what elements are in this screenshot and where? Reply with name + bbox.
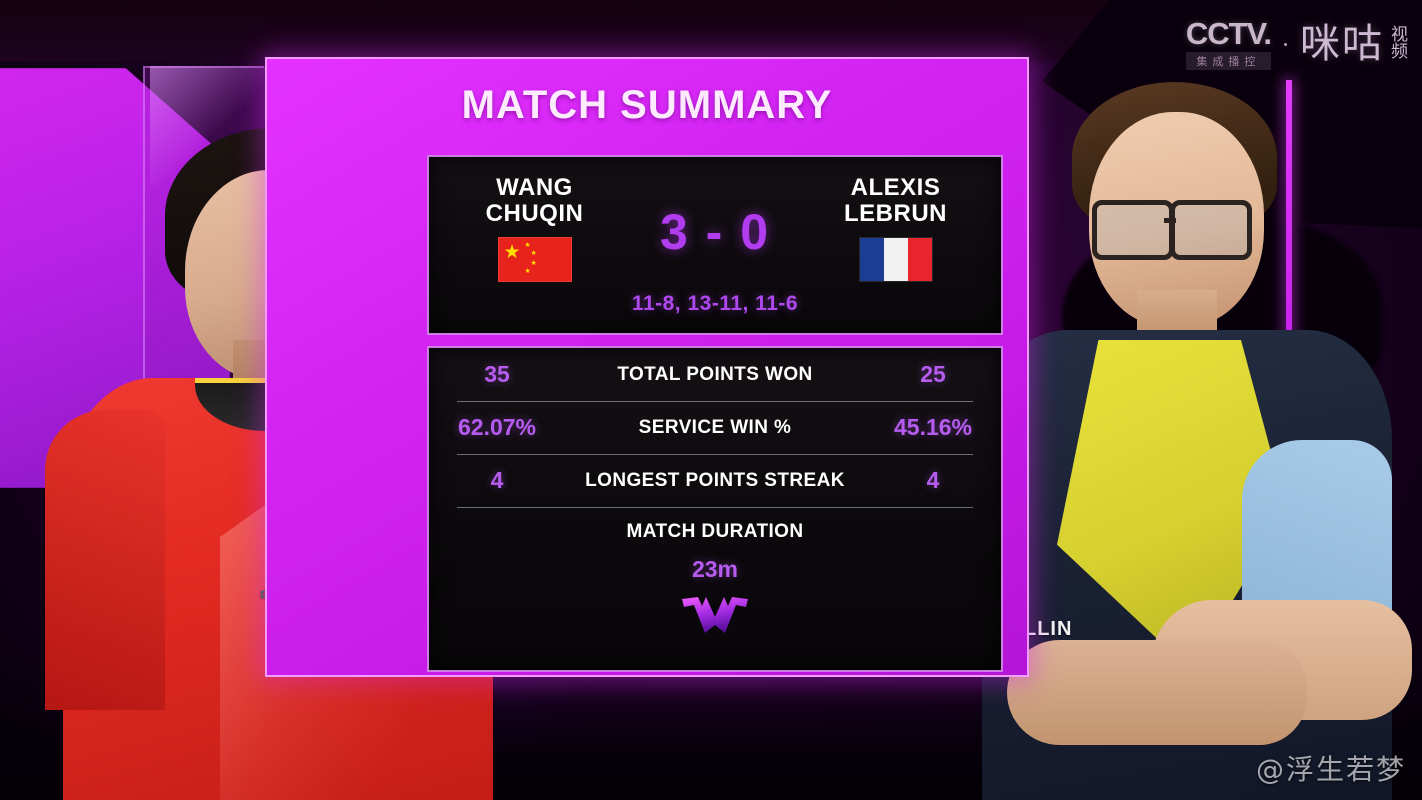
player-right-image: N NICOLLIN <box>952 40 1412 800</box>
stats-table: 35 TOTAL POINTS WON 25 62.07% SERVICE WI… <box>427 346 1003 672</box>
user-watermark: @浮生若梦 <box>1255 753 1406 786</box>
cctv-subtitle: 集成播控 <box>1185 52 1271 70</box>
migu-wordmark: 咪咕 <box>1300 21 1384 67</box>
player-left-shoulder <box>45 410 165 710</box>
table-row: 62.07% SERVICE WIN % 45.16% <box>429 401 1001 454</box>
stat-label: LONGEST POINTS STREAK <box>585 469 845 491</box>
player-left-block: WANG CHUQIN ★ ★ ★ ★ ★ <box>429 157 640 282</box>
table-row: 35 TOTAL POINTS WON 25 <box>429 348 1001 401</box>
flag-band-blue <box>859 237 884 281</box>
migu-video-char-2: 频 <box>1391 42 1408 62</box>
stat-left-value: 35 <box>484 361 510 387</box>
flag-band-red <box>907 237 932 281</box>
match-score: 3 - 0 <box>659 204 771 260</box>
player-left-last-name: CHUQIN <box>485 200 584 228</box>
player-right-arm-lower <box>1007 640 1307 745</box>
match-duration-value: 23m <box>691 556 739 582</box>
scorebox: WANG CHUQIN ★ ★ ★ ★ ★ 3 - 0 ALEXIS LEBRU… <box>427 155 1003 335</box>
player-right-glasses-left-lens <box>1092 200 1174 260</box>
wtt-logo <box>682 597 748 633</box>
match-duration-label: MATCH DURATION <box>626 521 804 542</box>
migu-video-char-1: 视 <box>1391 24 1408 45</box>
player-right-first-name: ALEXIS <box>850 174 941 201</box>
logo-separator-dot <box>1284 42 1287 46</box>
player-right-glasses-bridge <box>1164 218 1176 223</box>
stat-left-value: 62.07% <box>457 414 536 440</box>
player-right-glasses-right-lens <box>1170 200 1252 260</box>
match-summary-panel: MATCH SUMMARY WANG CHUQIN ★ ★ ★ ★ ★ 3 - … <box>265 57 1029 677</box>
stat-right-value: 4 <box>926 467 940 493</box>
stat-right-value: 45.16% <box>893 414 972 440</box>
cctv-logo: CCTV. 集成播控 <box>1185 16 1272 70</box>
migu-logo: 咪咕 视 频 <box>1300 24 1408 64</box>
player-right-block: ALEXIS LEBRUN <box>790 157 1001 282</box>
player-left-first-name: WANG <box>496 174 573 201</box>
broadcaster-logos: CCTV. 集成播控 咪咕 视 频 <box>1185 16 1408 70</box>
flag-band-white <box>883 237 908 281</box>
page-title: MATCH SUMMARY <box>461 83 833 127</box>
migu-video-label: 视 频 <box>1391 24 1408 62</box>
cctv-wordmark: CCTV. <box>1185 16 1272 51</box>
stat-label: TOTAL POINTS WON <box>617 363 813 385</box>
player-right-last-name: LEBRUN <box>844 200 947 228</box>
china-flag: ★ ★ ★ ★ ★ <box>497 236 572 282</box>
flag-star-small-3: ★ <box>530 259 537 267</box>
match-duration-block: MATCH DURATION 23m <box>429 507 1001 640</box>
stat-label: SERVICE WIN % <box>638 416 792 438</box>
table-row: 4 LONGEST POINTS STREAK 4 <box>429 454 1001 507</box>
flag-star-small-1: ★ <box>524 241 531 249</box>
france-flag <box>858 236 933 282</box>
stat-left-value: 4 <box>490 467 504 493</box>
flag-star-large: ★ <box>503 241 521 263</box>
stat-right-value: 25 <box>920 361 946 387</box>
flag-star-small-2: ★ <box>530 249 537 257</box>
flag-star-small-4: ★ <box>524 267 531 275</box>
set-scores: 11-8, 13-11, 11-6 <box>631 292 799 315</box>
